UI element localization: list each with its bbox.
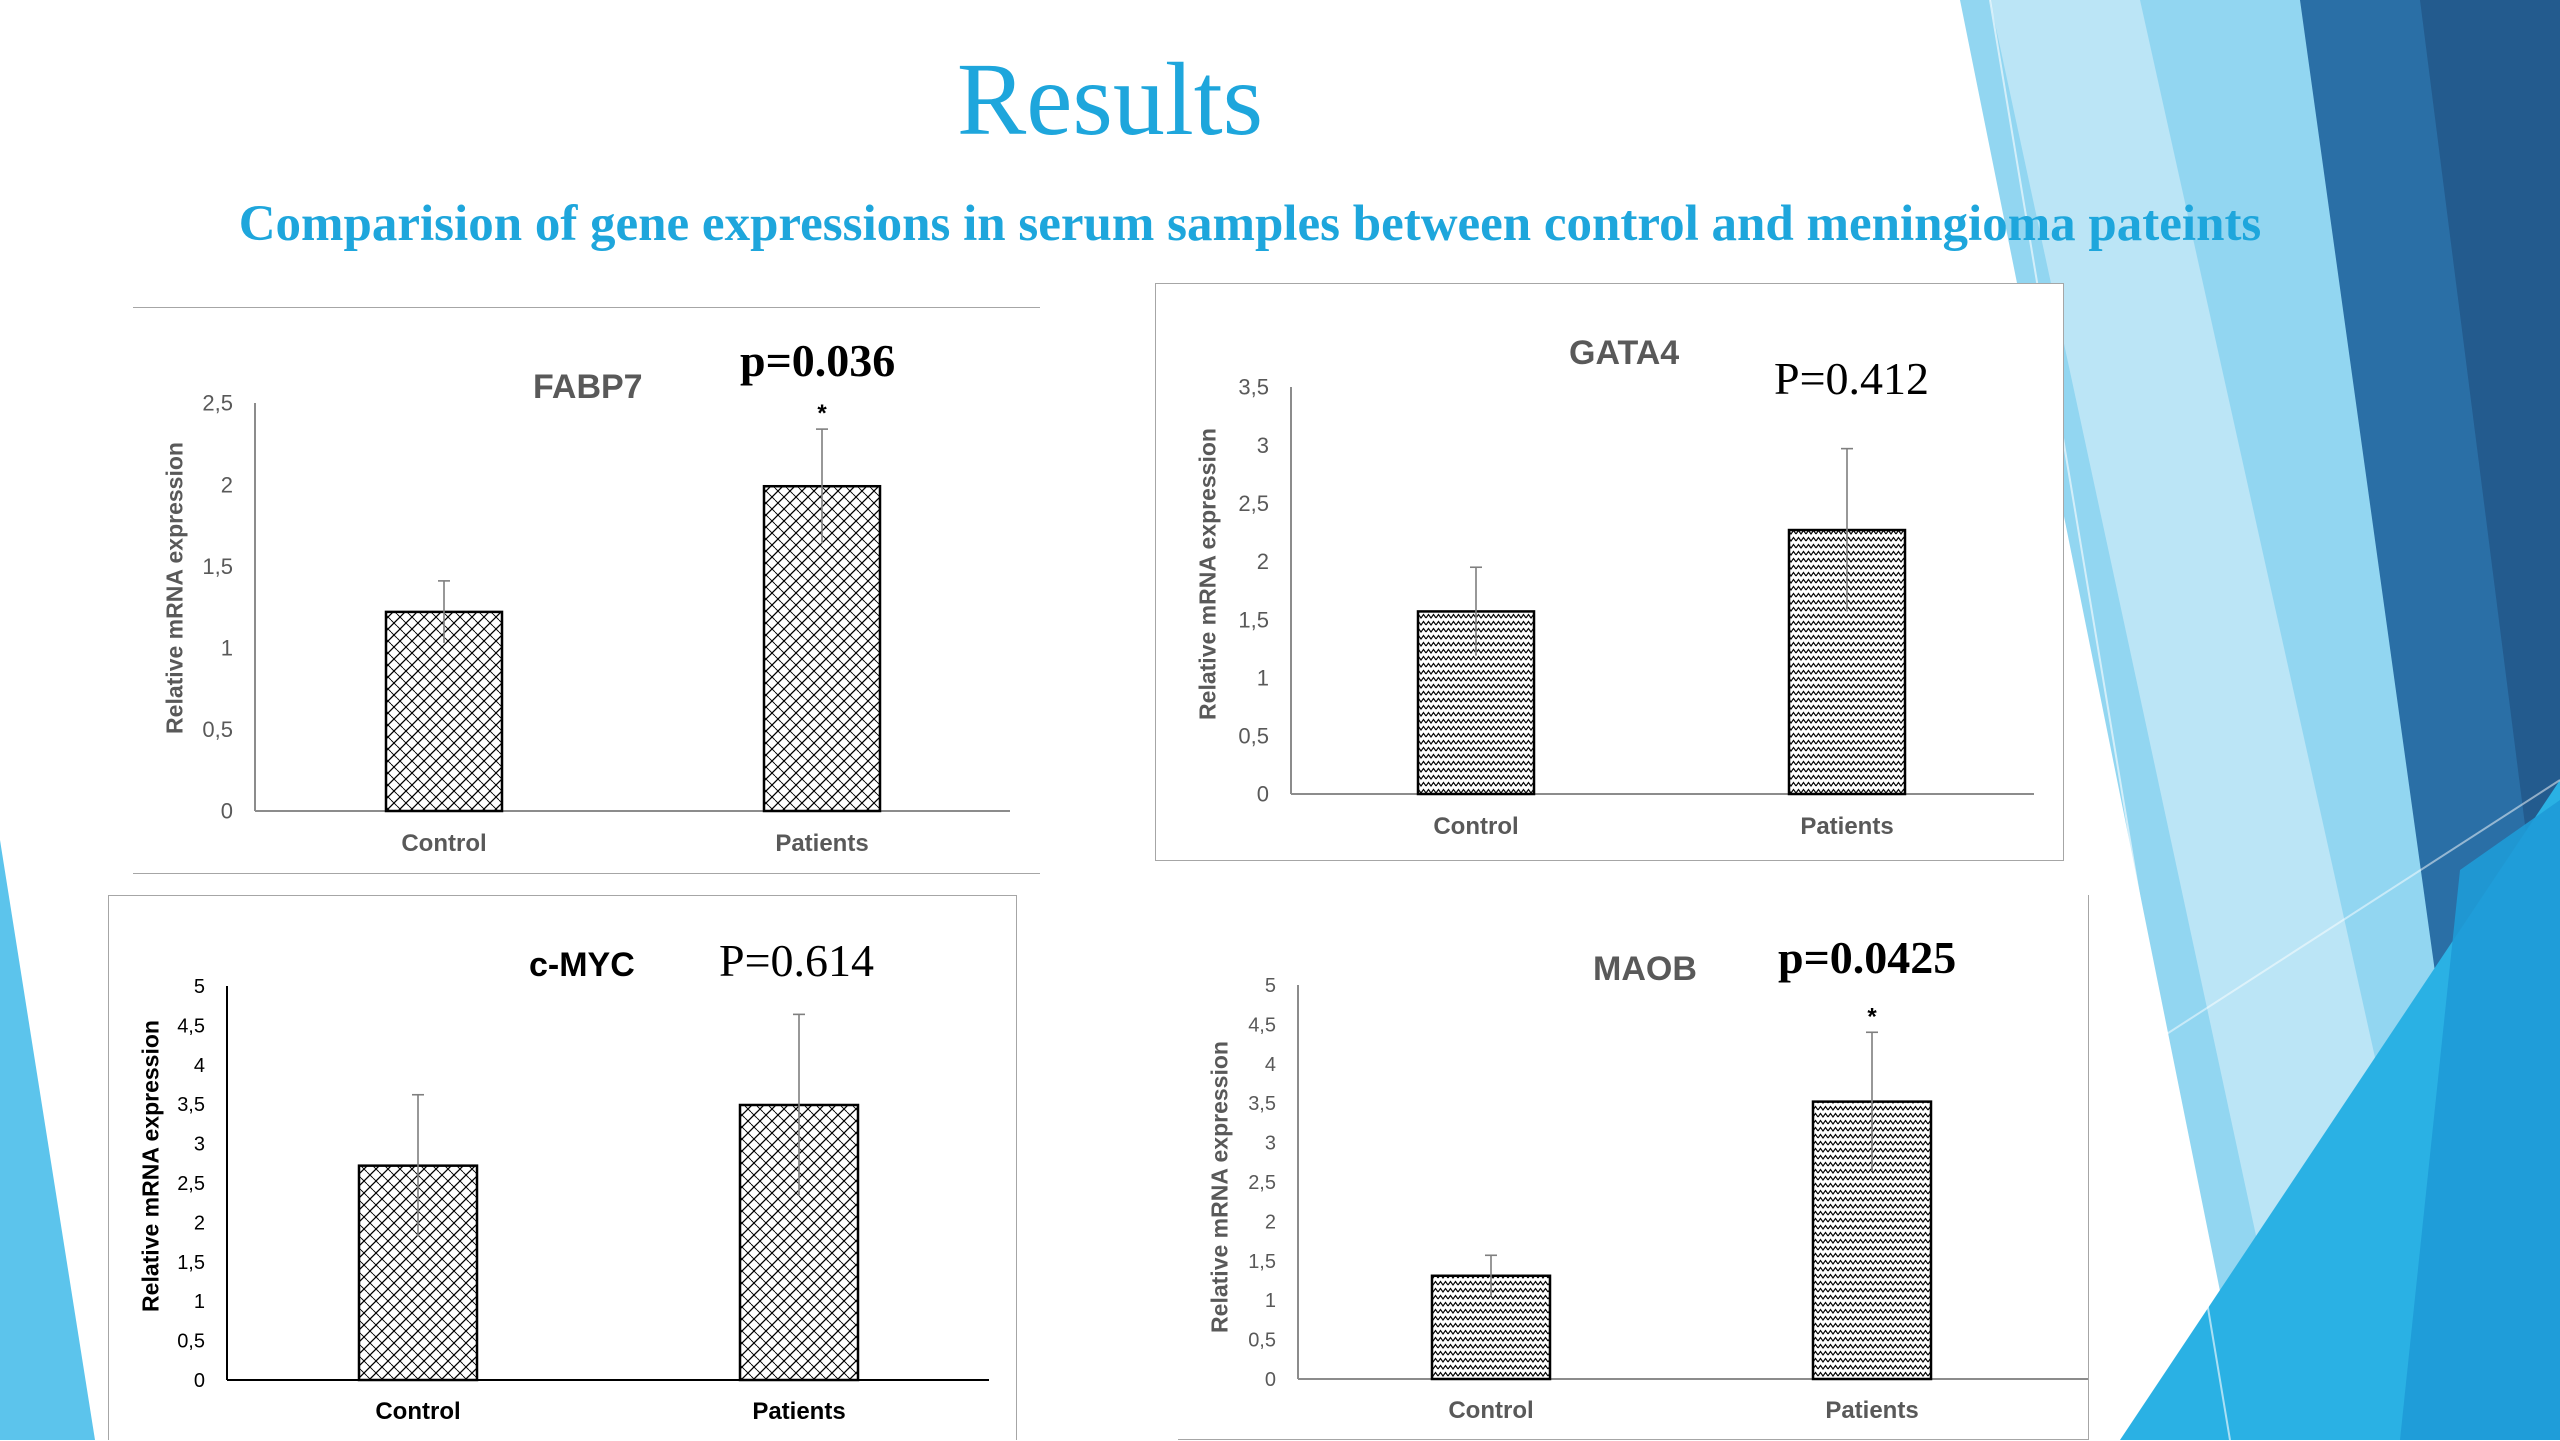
y-tick-label: 2 [221, 472, 233, 497]
p-value: P=0.614 [719, 935, 875, 986]
deco-shape-blue-2 [2400, 800, 2560, 1440]
y-tick-label: 0 [1257, 782, 1269, 807]
chart-maob-plot: 0 0,5 1 1,5 2 2,5 3 3,5 4 4,5 5 Control * Patients [1248, 975, 2088, 1424]
y-tick-label: 0 [194, 1370, 205, 1392]
chart-fabp7: 0 0,5 1 1,5 2 2,5 Control * Patients FABP7 p=0.0… [133, 307, 1040, 874]
category-label: Control [1433, 813, 1518, 840]
y-tick-label: 5 [194, 976, 205, 998]
significance-marker: * [817, 400, 827, 427]
chart-maob: 0 0,5 1 1,5 2 2,5 3 3,5 4 4,5 5 Control * Patients MA… [1178, 895, 2089, 1440]
y-tick-label: 3,5 [1238, 375, 1269, 400]
deco-shape-left [0, 840, 95, 1440]
y-tick-label: 0,5 [202, 717, 233, 742]
y-tick-label: 3 [1257, 433, 1269, 458]
y-tick-label: 1 [194, 1291, 205, 1313]
y-tick-label: 3 [194, 1134, 205, 1156]
chart-cmyc-plot: 0 0,5 1 1,5 2 2,5 3 3,5 4 4,5 5 Control Patients [177, 976, 989, 1425]
chart-title: GATA4 [1569, 334, 1680, 372]
y-tick-label: 2,5 [177, 1173, 205, 1195]
deco-shape-pale [1990, 0, 2460, 1440]
y-tick-label: 4 [194, 1055, 205, 1077]
y-axis-label: Relative mRNA expression [137, 1020, 164, 1312]
chart-gata4: 0 0,5 1 1,5 2 2,5 3 3,5 Control Patients GATA4 P=… [1155, 283, 2064, 861]
y-tick-label: 3 [1265, 1133, 1276, 1155]
bar-control [384, 610, 504, 813]
deco-line-2 [2079, 779, 2560, 1091]
y-axis-label: Relative mRNA expression [1206, 1041, 1233, 1333]
category-label: Control [1448, 1397, 1533, 1424]
y-tick-label: 0,5 [177, 1331, 205, 1353]
y-tick-label: 1,5 [177, 1252, 205, 1274]
category-label: Control [401, 830, 486, 857]
slide-subtitle: Comparision of gene expressions in serum… [238, 196, 2262, 252]
y-tick-label: 2,5 [1248, 1172, 1276, 1194]
y-tick-label: 0,5 [1248, 1330, 1276, 1352]
chart-fabp7-plot: 0 0,5 1 1,5 2 2,5 Control * Patients [202, 391, 1010, 857]
category-label: Patients [752, 1398, 845, 1425]
y-tick-label: 1,5 [202, 554, 233, 579]
y-tick-label: 4,5 [177, 1015, 205, 1037]
y-tick-label: 1,5 [1248, 1251, 1276, 1273]
chart-gata4-plot: 0 0,5 1 1,5 2 2,5 3 3,5 Control Patients [1238, 375, 2034, 840]
y-tick-label: 1 [1265, 1290, 1276, 1312]
y-axis-label: Relative mRNA expression [161, 442, 188, 734]
y-tick-label: 0 [221, 799, 233, 824]
chart-title: c-MYC [529, 946, 635, 984]
p-value: p=0.0425 [1778, 932, 1957, 983]
chart-title: FABP7 [533, 368, 643, 406]
slide-title: Results [956, 42, 1264, 157]
category-label: Patients [1825, 1397, 1918, 1424]
category-label: Patients [1800, 813, 1893, 840]
y-tick-label: 2 [1265, 1211, 1276, 1233]
p-value: P=0.412 [1774, 353, 1930, 404]
y-tick-label: 0 [1265, 1369, 1276, 1391]
deco-line [1989, 0, 2231, 1440]
y-tick-label: 2,5 [202, 391, 233, 416]
significance-marker: * [1867, 1003, 1877, 1030]
y-tick-label: 4 [1265, 1054, 1276, 1076]
p-value: p=0.036 [740, 335, 896, 386]
y-tick-label: 1 [1257, 665, 1269, 690]
category-label: Patients [775, 830, 868, 857]
chart-title: MAOB [1593, 950, 1697, 988]
y-tick-label: 5 [1265, 975, 1276, 997]
y-tick-label: 4,5 [1248, 1014, 1276, 1036]
y-tick-label: 1 [221, 636, 233, 661]
y-tick-label: 2,5 [1238, 491, 1269, 516]
y-tick-label: 2 [1257, 549, 1269, 574]
y-axis-label: Relative mRNA expression [1194, 428, 1221, 720]
y-tick-label: 3,5 [1248, 1093, 1276, 1115]
category-label: Control [375, 1398, 460, 1425]
y-tick-label: 0,5 [1238, 724, 1269, 749]
y-tick-label: 3,5 [177, 1094, 205, 1116]
y-tick-label: 1,5 [1238, 607, 1269, 632]
y-tick-label: 2 [194, 1212, 205, 1234]
chart-cmyc: 0 0,5 1 1,5 2 2,5 3 3,5 4 4,5 5 Control Patients c-M… [108, 895, 1017, 1440]
